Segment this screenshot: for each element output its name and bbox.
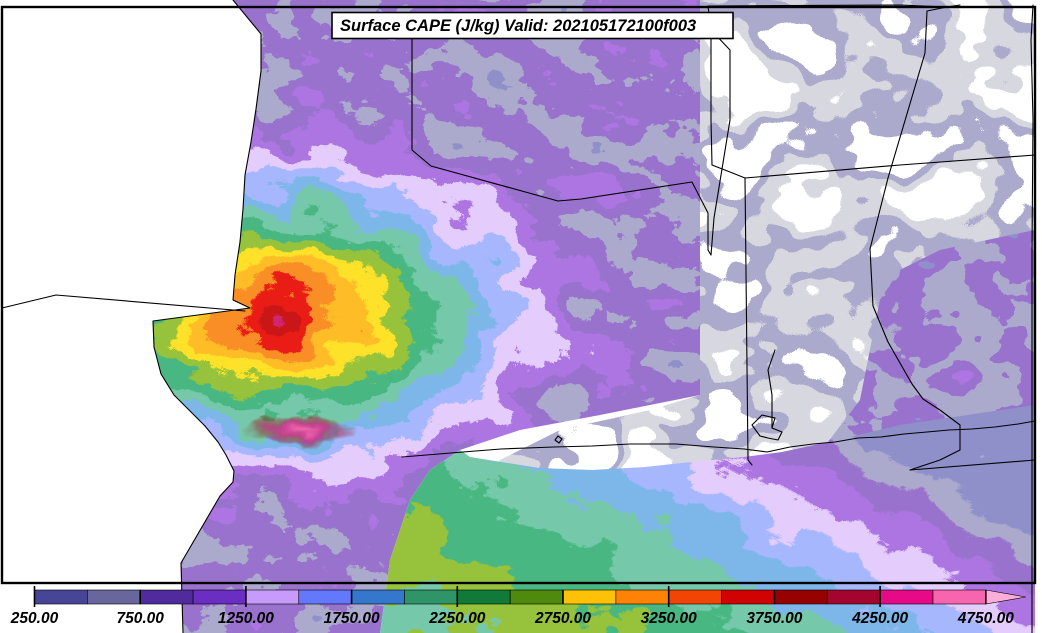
svg-text:Surface CAPE (J/kg) Valid: 202: Surface CAPE (J/kg) Valid: 202105172100f… [340,17,696,35]
svg-text:250.00: 250.00 [10,610,59,627]
svg-text:4750.00: 4750.00 [957,610,1014,627]
svg-text:2750.00: 2750.00 [534,610,591,627]
svg-text:4250.00: 4250.00 [851,610,908,627]
svg-text:3750.00: 3750.00 [746,610,802,627]
svg-text:1250.00: 1250.00 [218,610,274,627]
svg-text:2250.00: 2250.00 [428,610,485,627]
svg-text:3250.00: 3250.00 [641,610,697,627]
svg-text:750.00: 750.00 [116,610,164,627]
svg-text:1750.00: 1750.00 [324,610,380,627]
